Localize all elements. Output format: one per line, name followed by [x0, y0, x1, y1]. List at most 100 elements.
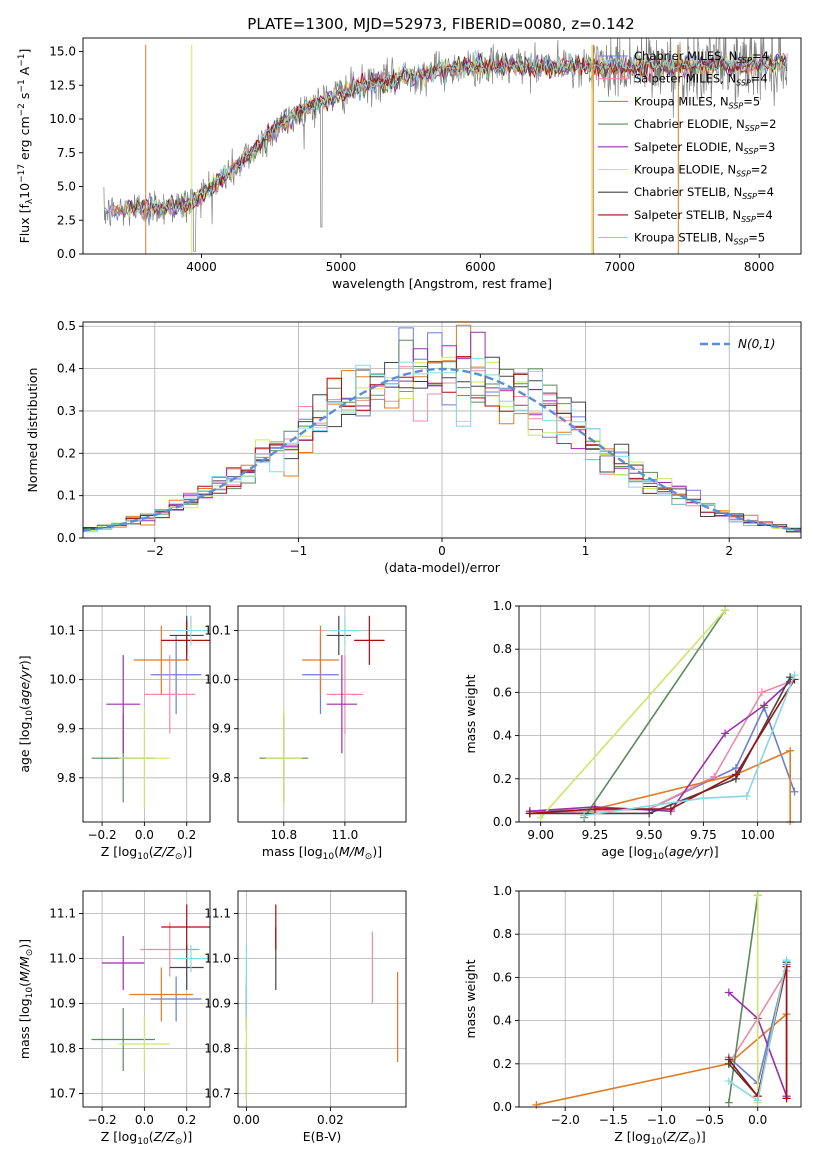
y-tick-label: 0.0	[493, 815, 512, 829]
y-tick-label: 10.1	[204, 624, 231, 638]
x-tick-label: −1.5	[599, 1113, 628, 1127]
y-tick-label: 9.8	[212, 771, 231, 785]
axes-frame	[518, 890, 802, 1108]
y-tick-label: 7.5	[57, 146, 76, 160]
plot-background	[83, 606, 210, 822]
weight-marker-salpeter_stelib	[724, 1055, 733, 1064]
weight-marker-chabrier_stelib	[645, 809, 654, 818]
histogram-kroupa_stelib	[83, 358, 801, 533]
x-tick-label: −1	[290, 544, 308, 558]
y-tick-label: 5.0	[57, 180, 76, 194]
y-tick-label: 11.1	[204, 907, 231, 921]
spectrum-lines	[103, 38, 788, 254]
y-tick-label: 10.8	[49, 1042, 76, 1056]
weight-line-kroupa_stelib	[583, 674, 796, 817]
x-axis-label: mass [log10(M/M⊙)]	[262, 844, 382, 862]
weight-marker-kroupa_stelib	[580, 811, 589, 820]
x-tick-label: 1	[582, 544, 590, 558]
age-vs-mass-panel: 10.8 11.0 9.8 9.9 10.0 10.1 mass [log10(M/M⊙)]	[204, 605, 407, 862]
x-tick-label: 0.2	[177, 1113, 196, 1127]
plot-background	[519, 891, 801, 1107]
y-axis-label: mass [log10(M/M⊙)]	[17, 939, 35, 1059]
y-tick-label: 0.8	[493, 927, 512, 941]
y-tick-label: 10.9	[49, 997, 76, 1011]
histograms	[83, 324, 801, 534]
y-tick-label: 9.9	[212, 722, 231, 736]
y-tick-label: 0.1	[57, 489, 76, 503]
y-tick-label: 10.7	[204, 1087, 231, 1101]
y-tick-label: 1.0	[493, 884, 512, 898]
weight-lines	[525, 606, 799, 825]
x-tick-label: 9.50	[636, 828, 663, 842]
x-tick-label: 0.0	[135, 828, 154, 842]
y-axis-label: age [log10(age/yr)]	[17, 655, 35, 772]
weight-marker-salpeter_miles	[757, 688, 766, 697]
weight-marker-salpeter_elodie	[724, 988, 733, 997]
legend-label-chabrier_stelib: Chabrier STELIB, NSSP=4	[634, 185, 774, 201]
y-tick-label: 0.2	[493, 1057, 512, 1071]
x-tick-label: 0.00	[233, 1113, 260, 1127]
x-tick-label: 11.0	[332, 828, 359, 842]
y-tick-label: 2.5	[57, 213, 76, 227]
x-tick-label: 10.8	[270, 828, 297, 842]
weight-line-kroupa_elodie	[540, 609, 726, 819]
axes-frame	[237, 605, 407, 823]
weight-marker-salpeter_elodie	[760, 701, 769, 710]
weight-marker-salpeter_stelib	[666, 805, 675, 814]
x-tick-label: 0.0	[748, 1113, 767, 1127]
y-tick-label: 10.8	[204, 1042, 231, 1056]
y-tick-label: 0.0	[57, 247, 76, 261]
x-tick-label: −0.5	[695, 1113, 724, 1127]
weight-marker-kroupa_miles	[532, 1100, 541, 1109]
y-tick-label: 10.0	[49, 673, 76, 687]
weight-line-chabrier_stelib	[529, 676, 791, 815]
axes-frame	[518, 605, 802, 823]
error-bars	[91, 615, 210, 808]
x-axis-label: Z [log10(Z/Z⊙)]	[614, 1129, 705, 1147]
weight-marker-salpeter_stelib	[782, 1094, 791, 1103]
weight-marker-salpeter_elodie	[721, 729, 730, 738]
x-tick-label: 9.00	[527, 828, 554, 842]
y-axis-label: mass weight	[463, 959, 478, 1038]
y-tick-label: 1.0	[493, 599, 512, 613]
legend-label-chabrier_miles: Chabrier MILES, NSSP=4	[634, 49, 769, 65]
x-axis-label: (data-model)/error	[384, 560, 501, 575]
weight-marker-salpeter_stelib	[731, 770, 740, 779]
weight-marker-salpeter_stelib	[525, 809, 534, 818]
x-tick-label: 4000	[186, 260, 217, 274]
y-tick-label: 0.5	[57, 319, 76, 333]
spectrum-panel: 4000 5000 6000 7000 8000 0.0 2.5 5.0 7.5 10.0 12.5…	[17, 37, 802, 291]
weight-marker-kroupa_miles	[786, 746, 795, 755]
weight-marker-kroupa_elodie	[753, 891, 762, 900]
legend-label-salpeter_elodie: Salpeter ELODIE, NSSP=3	[634, 140, 775, 156]
weight-marker-kroupa_stelib	[790, 671, 799, 680]
y-tick-label: 0.8	[493, 642, 512, 656]
y-axis-label: Flux [fλ10−17 erg cm−2 s−1 A−1]	[17, 49, 35, 244]
x-tick-label: −2	[146, 544, 164, 558]
y-tick-label: 10.0	[49, 112, 76, 126]
weight-marker-kroupa_stelib	[742, 792, 751, 801]
plot-background	[238, 891, 406, 1107]
weight-marker-kroupa_stelib	[724, 1077, 733, 1086]
x-tick-label: −0.2	[87, 828, 116, 842]
model-spectrum-salpeter_stelib	[132, 55, 787, 215]
x-tick-label: −0.2	[87, 1113, 116, 1127]
plot-background	[238, 606, 406, 822]
y-tick-label: 15.0	[49, 45, 76, 59]
y-axis-label: mass weight	[463, 674, 478, 753]
weight-line-chabrier_elodie	[583, 609, 726, 819]
x-tick-label: 0.02	[317, 1113, 344, 1127]
axes-frame	[237, 890, 407, 1108]
legend-label-normal: N(0,1)	[738, 337, 775, 351]
y-tick-label: 0.4	[493, 729, 512, 743]
y-tick-label: 0.2	[57, 446, 76, 460]
residuals-panel: −2 −1 0 1 2 0.0 0.1 0.2 0.3 0.4 0.5 (data-model)/er…	[25, 319, 802, 575]
y-tick-label: 10.1	[49, 624, 76, 638]
legend-label-salpeter_miles: Salpeter MILES, NSSP=4	[634, 72, 768, 88]
axes-frame	[82, 890, 211, 1108]
weight-marker-salpeter_stelib	[590, 805, 599, 814]
normal-curve	[83, 367, 801, 532]
y-tick-label: 10.9	[204, 997, 231, 1011]
error-bars	[259, 615, 385, 808]
